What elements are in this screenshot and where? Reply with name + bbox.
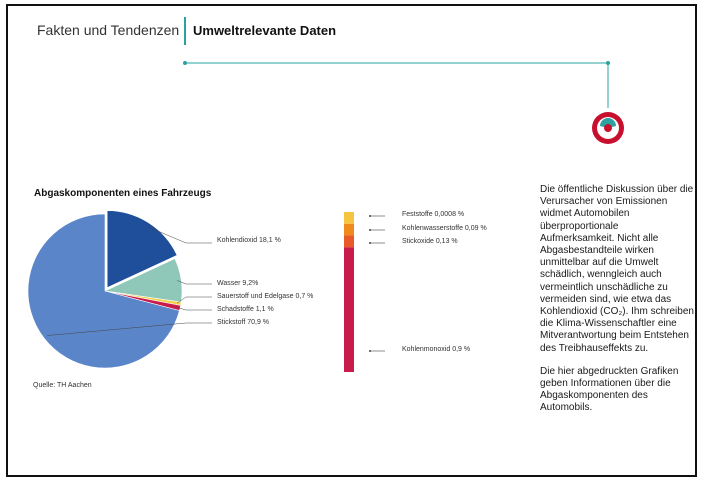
timeline-dot-left (183, 61, 187, 65)
pie-slice-0 (106, 210, 178, 289)
bar-segment-2 (344, 223, 354, 236)
body-text: Die öffentliche Diskussion über die Veru… (540, 184, 695, 426)
page-title: Umweltrelevante Daten (193, 23, 337, 38)
bar-segment-0 (344, 247, 354, 372)
section-label: Fakten und Tendenzen (37, 22, 180, 38)
logo-icon (592, 112, 624, 144)
bar-label-kohlenmonoxid: Kohlenmonoxid 0,9 % (402, 346, 471, 353)
chart-title: Abgaskomponenten eines Fahrzeugs (34, 188, 212, 199)
page-frame (6, 4, 697, 477)
pie-label-schadstoffe: Schadstoffe 1,1 % (217, 306, 274, 313)
body-paragraph-1: Die öffentliche Diskussion über die Veru… (540, 184, 694, 354)
pie-leader-0 (146, 225, 212, 244)
header-divider (184, 17, 186, 45)
pie-leader-3 (176, 306, 212, 311)
pie-leader-2 (176, 296, 212, 304)
bar-label-kohlenwasserstoffe: Kohlenwasserstoffe 0,09 % (402, 225, 487, 232)
pie-label-wasser: Wasser 9,2% (217, 280, 259, 287)
bar-label-stickoxide: Stickoxide 0,13 % (402, 238, 458, 245)
bar-leader-dot-0 (369, 350, 371, 352)
bar-segment-3 (344, 212, 354, 224)
source-note: Quelle: TH Aachen (33, 382, 92, 389)
pie-leader-4 (47, 322, 212, 336)
pie-label-kohlendioxid: Kohlendioxid 18,1 % (217, 237, 281, 244)
bar-leader-dot-3 (369, 215, 371, 217)
pie-leader-1 (177, 280, 212, 285)
bar-label-feststoffe: Feststoffe 0,0008 % (402, 211, 465, 218)
body-paragraph-2: Die hier abgedruckten Grafiken geben Inf… (540, 365, 679, 414)
pie-label-stickstoff: Stickstoff 70,9 % (217, 319, 270, 326)
pie-label-sauerstoff: Sauerstoff und Edelgase 0,7 % (217, 293, 314, 300)
bar-leader-dot-2 (369, 229, 371, 231)
bar-segment-1 (344, 235, 354, 248)
bar-leader-dot-1 (369, 242, 371, 244)
pie-slice-4 (27, 213, 180, 369)
